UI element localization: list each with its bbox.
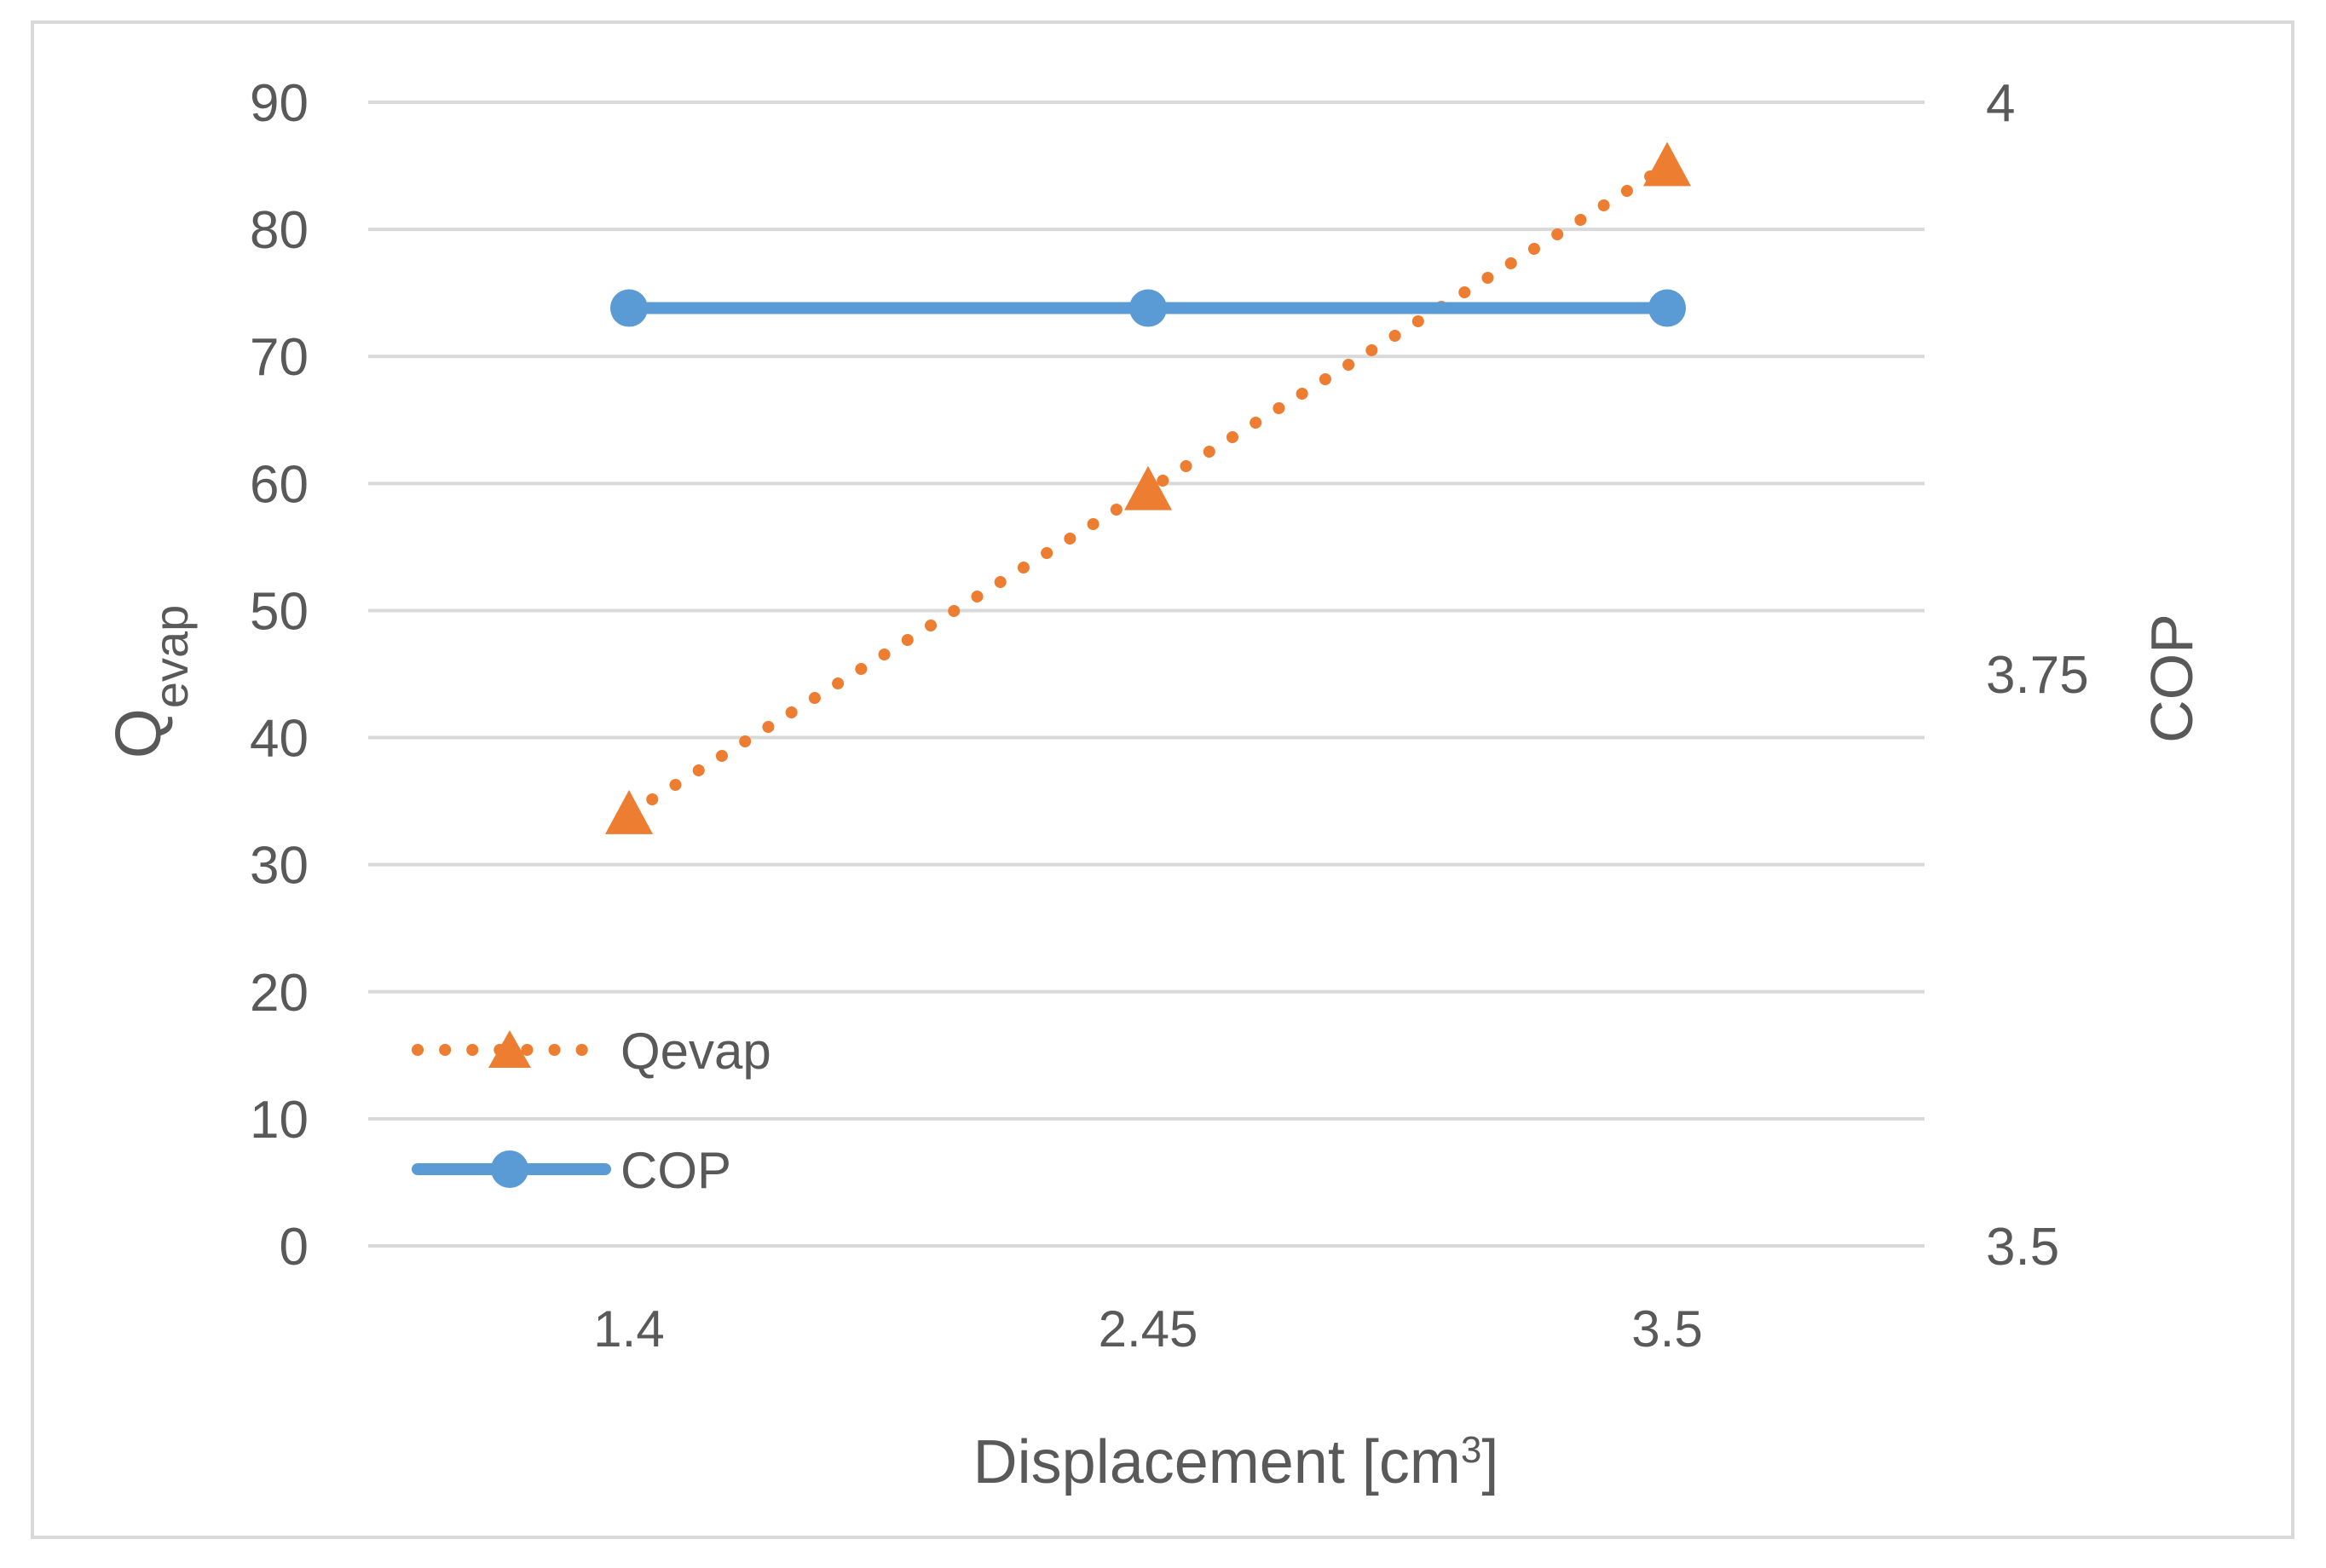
- x-axis-title-main: Displacement [cm: [973, 1428, 1461, 1496]
- x-axis-title: Displacement [cm3]: [973, 1428, 1499, 1496]
- x-tick-label-0: 1.4: [593, 1300, 664, 1358]
- y2-tick-label-0: 3.5: [1986, 1218, 2059, 1277]
- y-axis-title-main: Q: [102, 708, 175, 758]
- y-axis-title: Qevap: [102, 605, 198, 759]
- point-cop-0: [610, 290, 648, 327]
- point-qevap-1: [1124, 466, 1172, 510]
- point-cop-2: [1648, 290, 1686, 327]
- y-tick-label-4: 40: [250, 710, 309, 769]
- series: [605, 142, 1691, 834]
- point-qevap-2: [1643, 142, 1691, 187]
- y-tick-label-0: 0: [280, 1218, 309, 1277]
- chart-svg: 0 10 20 30 40 50 60 70 80 90 3.5 3.75 4 1.4 2.45 3.5 …: [0, 0, 2326, 1568]
- gridlines: [368, 102, 1925, 1246]
- y-tick-label-6: 60: [250, 455, 309, 514]
- legend: Qevap COP: [418, 1023, 771, 1199]
- y2-axis-ticks: 3.5 3.75 4: [1986, 74, 2089, 1277]
- y-tick-label-3: 30: [250, 837, 309, 896]
- x-axis-ticks: 1.4 2.45 3.5: [593, 1300, 1702, 1358]
- legend-item-cop[interactable]: COP: [418, 1142, 731, 1199]
- legend-item-qevap[interactable]: Qevap: [418, 1023, 771, 1080]
- y2-axis-title: COP: [2138, 614, 2205, 743]
- y-tick-label-1: 10: [250, 1091, 309, 1150]
- point-cop-1: [1129, 290, 1167, 327]
- legend-cop-marker: [491, 1150, 528, 1188]
- x-tick-label-1: 2.45: [1099, 1300, 1198, 1358]
- x-axis-title-suffix: ]: [1481, 1428, 1498, 1496]
- legend-cop-label: COP: [620, 1142, 731, 1199]
- y-tick-label-8: 80: [250, 201, 309, 260]
- y-tick-label-5: 50: [250, 582, 309, 641]
- y-axis-ticks: 0 10 20 30 40 50 60 70 80 90: [250, 74, 309, 1277]
- point-qevap-0: [605, 790, 653, 834]
- x-axis-title-sup: 3: [1461, 1429, 1481, 1471]
- y-axis-title-sub: evap: [144, 605, 198, 708]
- series-cop: [610, 290, 1686, 327]
- y-tick-label-7: 70: [250, 328, 309, 387]
- y2-tick-label-1: 3.75: [1986, 646, 2089, 705]
- y-tick-label-9: 90: [250, 74, 309, 133]
- legend-qevap-label: Qevap: [620, 1023, 771, 1080]
- y2-tick-label-2: 4: [1986, 74, 2015, 133]
- y-tick-label-2: 20: [250, 964, 309, 1023]
- series-qevap: [605, 142, 1691, 834]
- x-tick-label-2: 3.5: [1631, 1300, 1702, 1358]
